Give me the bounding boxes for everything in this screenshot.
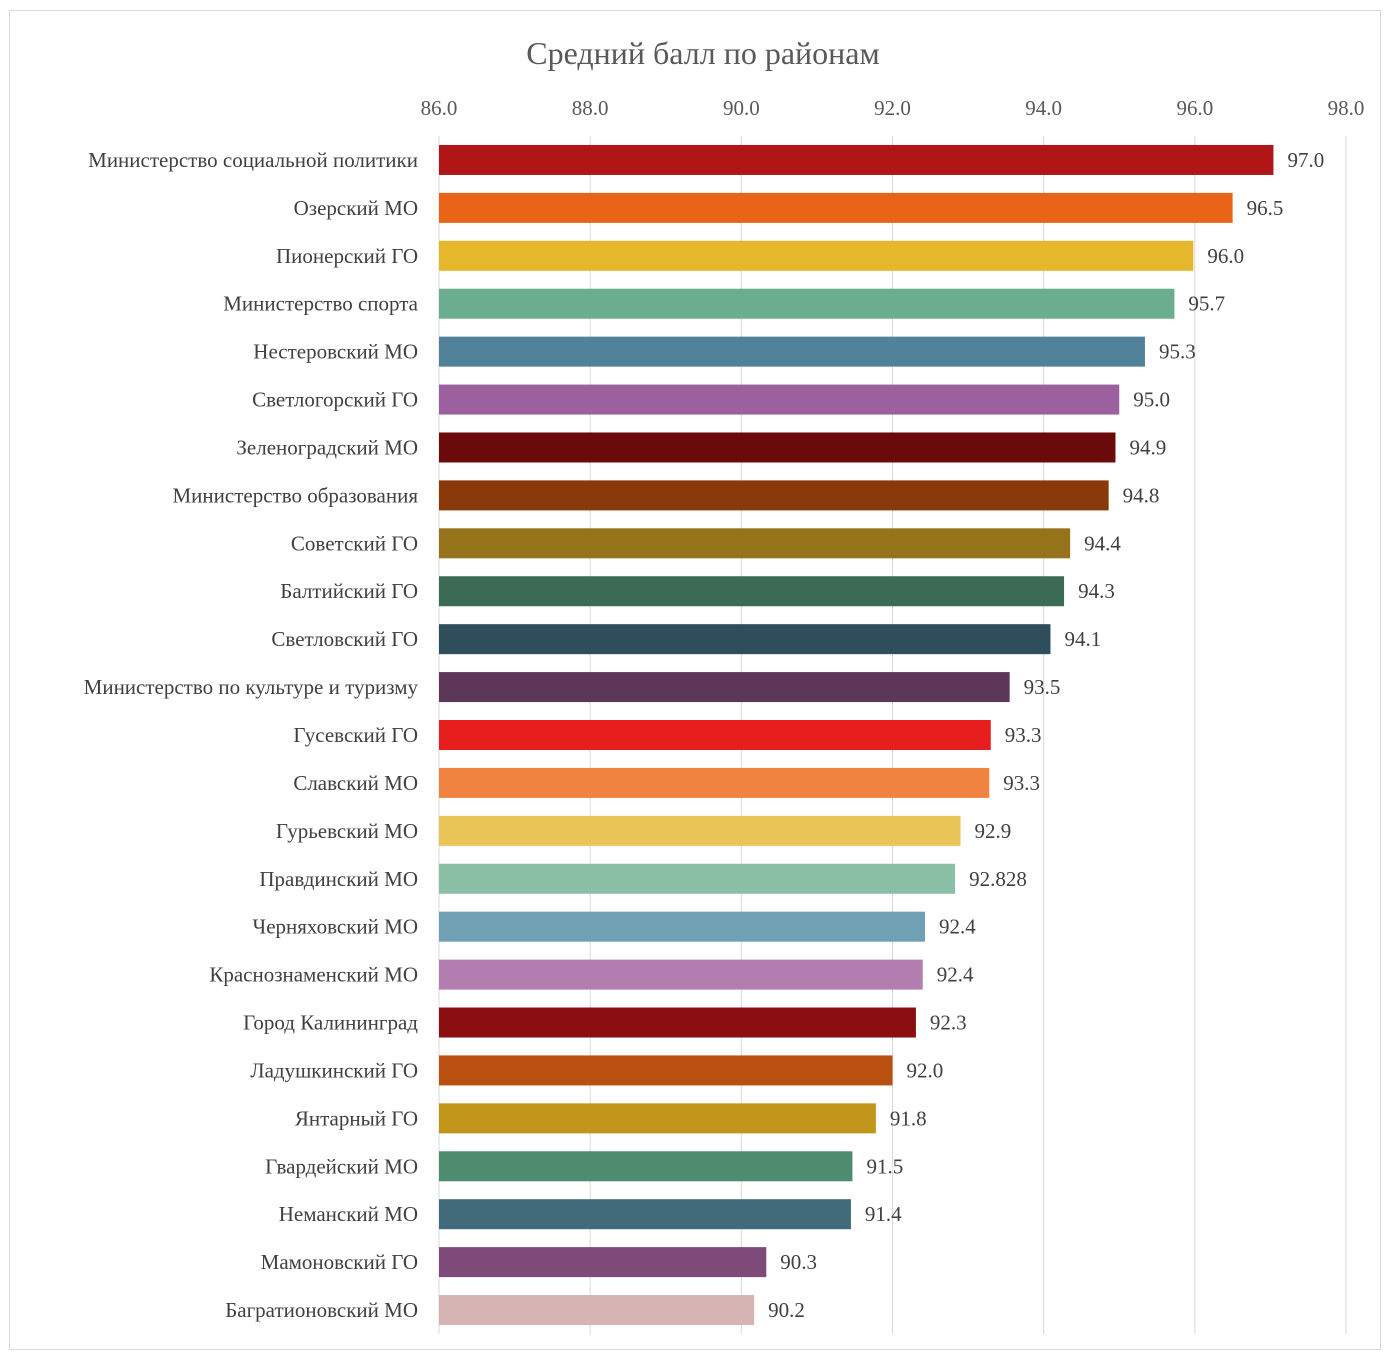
category-label: Министерство спорта [223, 292, 418, 316]
bar [439, 1007, 916, 1038]
bar [439, 384, 1120, 415]
x-tick-label: 86.0 [421, 96, 458, 120]
data-label: 94.9 [1129, 435, 1166, 459]
bar [439, 1199, 851, 1230]
category-label: Министерство социальной политики [88, 148, 418, 172]
data-label: 97.0 [1287, 148, 1324, 172]
data-label: 91.8 [890, 1106, 927, 1130]
category-labels: Министерство социальной политики Озерский… [84, 148, 419, 1322]
category-label: Неманский МО [279, 1202, 418, 1226]
category-label: Правдинский МО [259, 867, 418, 891]
bar [439, 815, 961, 846]
category-label: Светловский ГО [271, 627, 418, 651]
bar [439, 1151, 853, 1182]
bar [439, 336, 1145, 367]
category-label: Нестеровский МО [253, 340, 418, 364]
category-label: Светлогорский ГО [252, 388, 418, 412]
bar [439, 911, 926, 942]
category-label: Город Калининград [243, 1011, 418, 1035]
data-label: 90.3 [780, 1250, 817, 1274]
data-label: 93.5 [1024, 675, 1061, 699]
data-label: 95.7 [1188, 292, 1225, 316]
category-label: Советский ГО [291, 531, 418, 555]
bar [439, 528, 1071, 559]
data-label: 92.9 [975, 819, 1012, 843]
bar [439, 672, 1010, 703]
category-label: Багратионовский МО [225, 1298, 418, 1322]
data-label: 91.5 [866, 1154, 903, 1178]
data-label: 93.3 [1003, 771, 1040, 795]
bars [439, 144, 1274, 1326]
bar [439, 480, 1109, 511]
x-tick-label: 96.0 [1176, 96, 1213, 120]
bar [439, 1295, 755, 1326]
category-label: Министерство образования [173, 483, 419, 507]
data-label: 94.1 [1064, 627, 1101, 651]
bar [439, 288, 1175, 319]
bar [439, 1247, 767, 1278]
data-label: 95.0 [1133, 388, 1170, 412]
data-label: 92.4 [939, 915, 976, 939]
data-label: 96.0 [1207, 244, 1244, 268]
data-label: 90.2 [768, 1298, 805, 1322]
data-label: 92.0 [907, 1058, 944, 1082]
category-label: Ладушкинский ГО [250, 1058, 418, 1082]
category-label: Балтийский ГО [280, 579, 418, 603]
bar [439, 576, 1065, 607]
x-tick-label: 88.0 [572, 96, 609, 120]
category-label: Гурьевский МО [276, 819, 418, 843]
category-label: Озерский МО [294, 196, 418, 220]
bar [439, 959, 923, 990]
data-label: 93.3 [1005, 723, 1042, 747]
category-label: Мамоновский ГО [261, 1250, 418, 1274]
axis-ticks: 86.0 88.0 90.0 92.0 94.0 96.0 98.0 [421, 96, 1365, 120]
x-tick-label: 94.0 [1025, 96, 1062, 120]
chart-title: Средний балл по районам [526, 35, 880, 71]
bar [439, 432, 1116, 463]
data-label: 95.3 [1159, 340, 1196, 364]
x-tick-label: 98.0 [1328, 96, 1365, 120]
data-label: 94.8 [1123, 483, 1160, 507]
bar [439, 192, 1233, 223]
category-label: Пионерский ГО [276, 244, 418, 268]
bar [439, 720, 991, 750]
category-label: Министерство по культуре и туризму [84, 675, 419, 699]
category-label: Славский МО [293, 771, 418, 795]
data-label: 92.4 [937, 963, 974, 987]
data-label: 94.4 [1084, 531, 1121, 555]
x-tick-label: 92.0 [874, 96, 911, 120]
data-labels: 97.096.596.0 95.7 95.3 95.0 94.9 94.894.4 94.3… [768, 148, 1324, 1322]
x-tick-label: 90.0 [723, 96, 760, 120]
category-label: Гусевский ГО [293, 723, 418, 747]
data-label: 91.4 [865, 1202, 902, 1226]
data-label: 94.3 [1078, 579, 1115, 603]
category-label: Черняховский МО [253, 915, 418, 939]
data-label: 96.5 [1247, 196, 1284, 220]
bar [439, 624, 1051, 655]
bar [439, 767, 990, 798]
bar [439, 144, 1274, 175]
category-label: Краснознаменский МО [209, 963, 418, 987]
bar [439, 863, 956, 894]
category-label: Янтарный ГО [295, 1106, 418, 1130]
bar [439, 1103, 876, 1134]
category-label: Зеленоградский МО [236, 435, 418, 459]
bar [439, 1055, 893, 1086]
data-label: 92.828 [969, 867, 1027, 891]
bar [439, 240, 1194, 271]
category-label: Гвардейский МО [265, 1154, 418, 1178]
gridlines [438, 136, 1347, 1334]
data-label: 92.3 [930, 1011, 967, 1035]
